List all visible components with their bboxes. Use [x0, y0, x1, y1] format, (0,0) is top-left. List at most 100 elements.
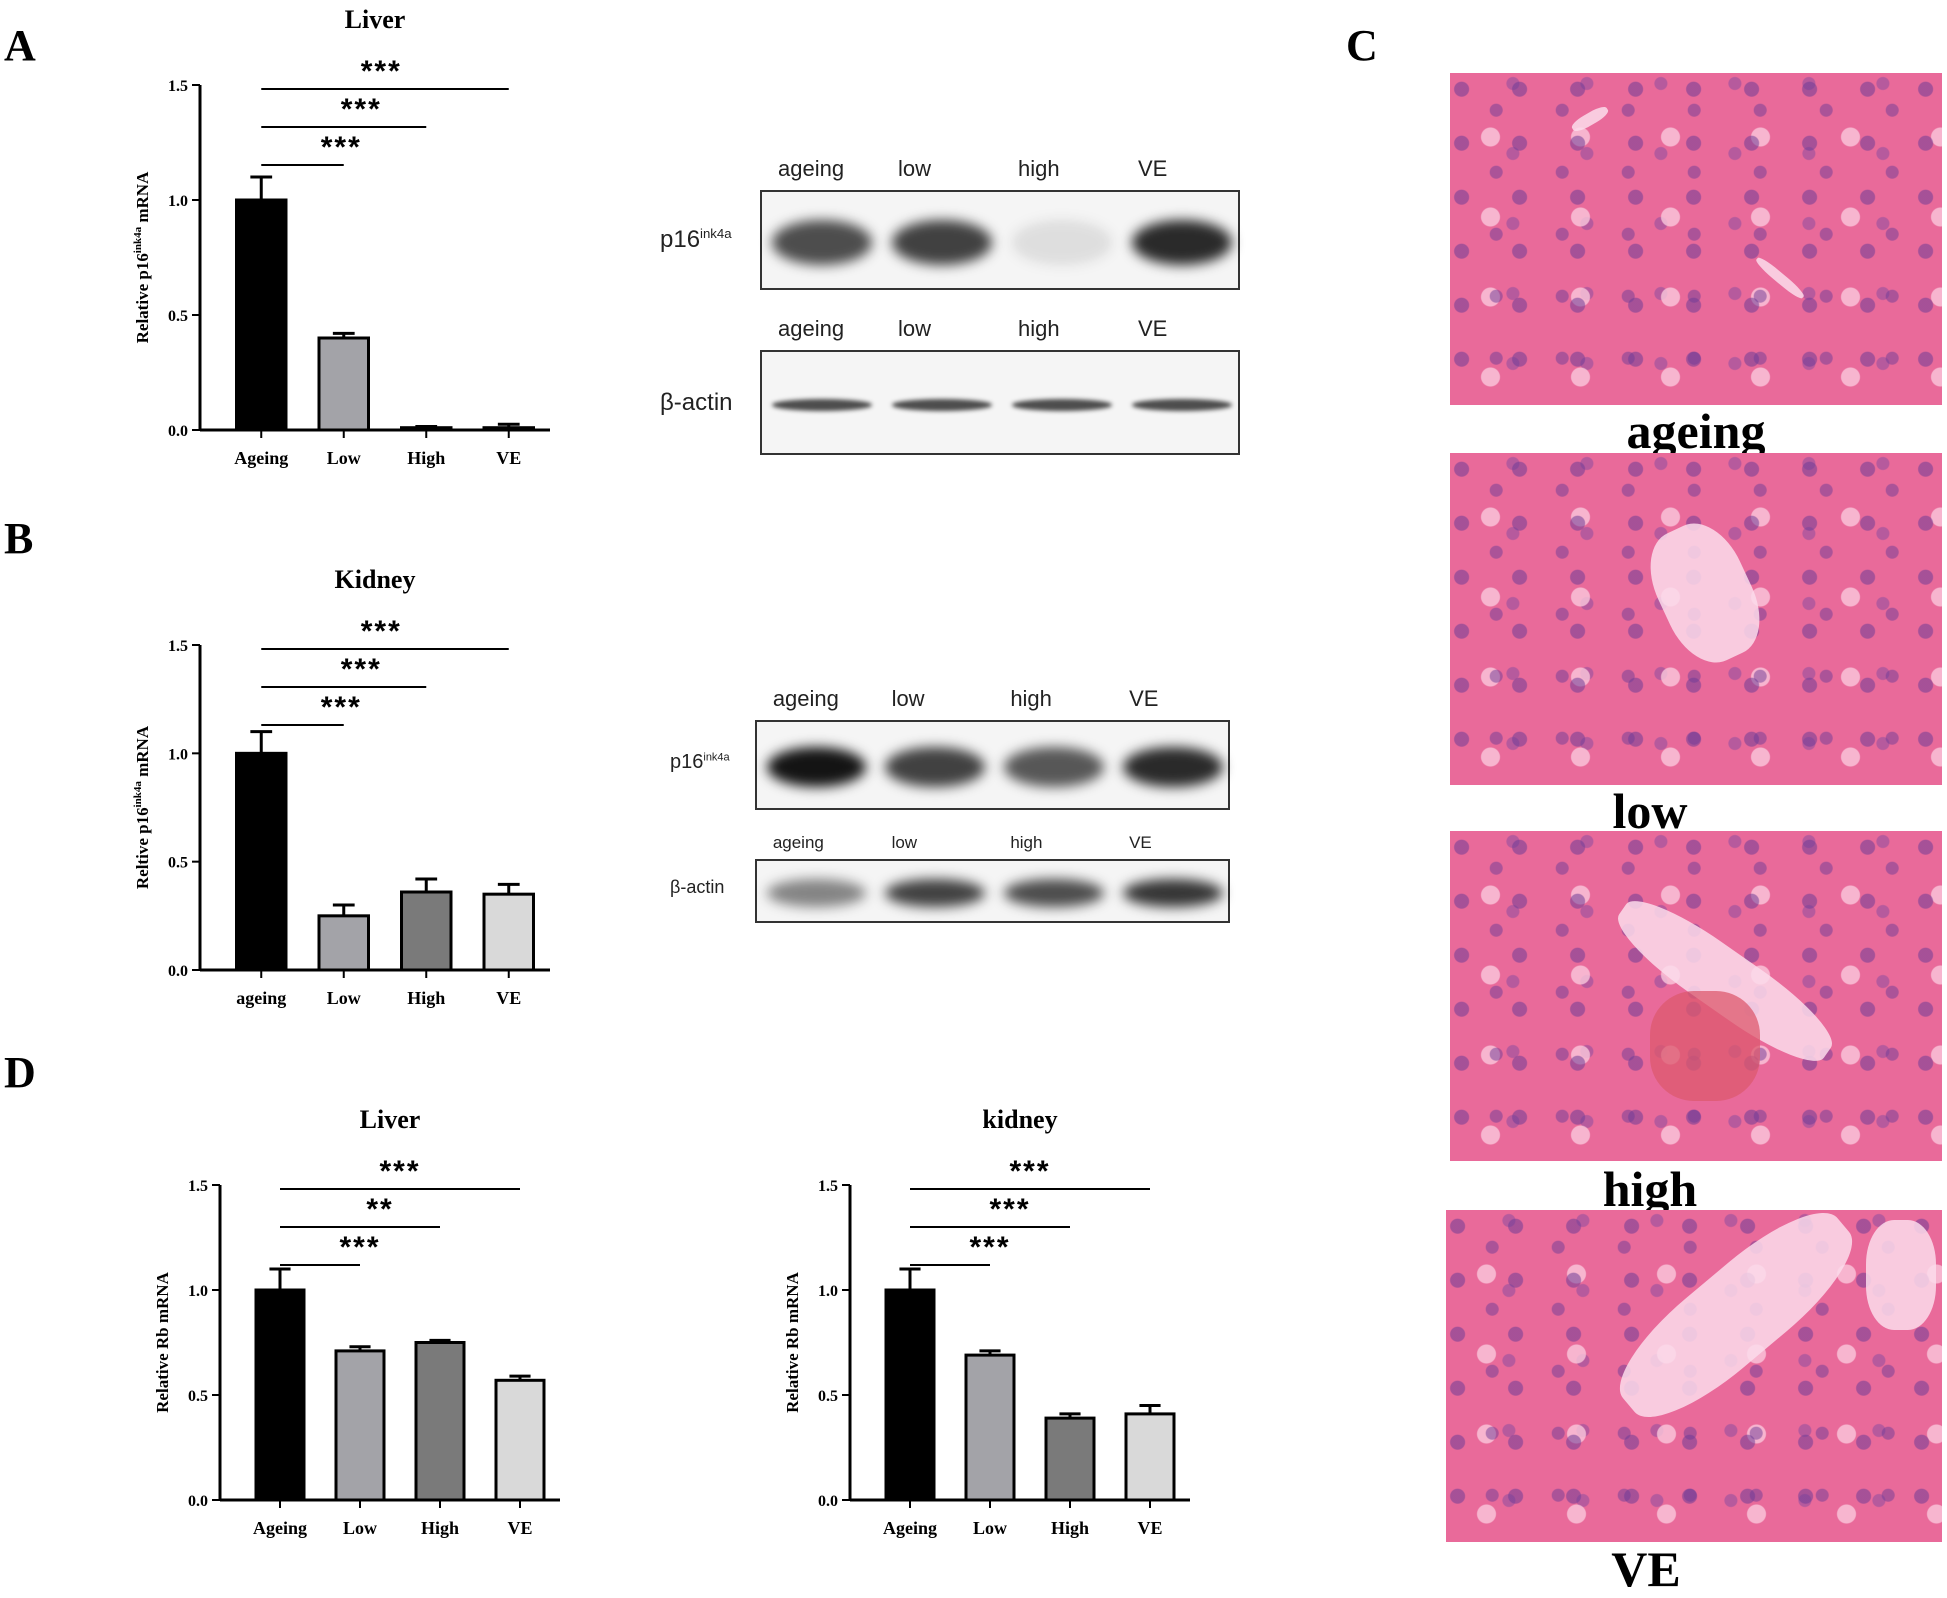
y-tick-label: 0.5 — [168, 308, 188, 325]
y-axis-label-sup: ink4a — [132, 226, 144, 253]
x-tick-label: Low — [343, 1518, 377, 1538]
y-axis-label-main: Reltive p16 — [133, 807, 152, 889]
y-axis-label: Relative Rb mRNA — [153, 1271, 172, 1412]
x-tick-label: Low — [973, 1518, 1007, 1538]
y-axis-label-main: Relative Rb mRNA — [783, 1271, 802, 1412]
bar-ve — [482, 892, 535, 972]
y-axis-label-main: Relative p16 — [133, 253, 152, 343]
blot-row-label-text: β-actin — [670, 877, 725, 897]
band-high — [1011, 398, 1113, 411]
bar-low — [334, 1349, 386, 1502]
y-tick-label: 0.0 — [168, 423, 188, 440]
band-ve — [1122, 746, 1223, 788]
blot-b-actin: ageing low high VE β-actin — [670, 833, 1230, 923]
y-tick-label: 1.5 — [818, 1178, 838, 1195]
y-tick-label: 1.0 — [818, 1283, 838, 1300]
band-low — [885, 878, 985, 908]
blot-membrane — [755, 859, 1230, 923]
x-tick-label: VE — [496, 448, 521, 468]
y-axis-label: Relative Rb mRNA — [783, 1271, 802, 1412]
lane-label-ve: VE — [1129, 833, 1152, 852]
lane-label-high: high — [1018, 316, 1060, 341]
chart-d-kidney-rb: kidney 0.0 0.5 1.0 1.5 Relative Rb mRNA Ageing… — [740, 1100, 1210, 1570]
chart-svg: Liver 0.0 0.5 1.0 1.5 Relative Rb mRNA Ageing L… — [153, 1105, 560, 1538]
band-ve — [1131, 219, 1233, 265]
blot-membrane — [755, 720, 1230, 810]
blot-a-p16: ageing low high VE p16ink4a — [660, 150, 1240, 290]
significance-marker: *** — [339, 1231, 380, 1264]
bar-low — [317, 914, 370, 972]
y-tick-label: 0.0 — [168, 963, 188, 980]
lane-label-low: low — [891, 686, 925, 711]
y-tick-label: 0.0 — [188, 1493, 208, 1510]
lane-label-low: low — [898, 156, 932, 181]
lane-label-high: high — [1010, 833, 1043, 852]
bar-high — [414, 1341, 466, 1502]
y-axis-label-tail: mRNA — [133, 725, 152, 781]
chart-svg: Kidney 0.0 0.5 1.0 1.5 Reltive p16ink4a mRNA a… — [132, 565, 550, 1008]
y-axis-label-sup: ink4a — [132, 781, 144, 808]
bar-high — [400, 890, 453, 972]
bar-ageing — [884, 1288, 936, 1502]
x-tick-label: Low — [327, 988, 361, 1008]
x-tick-label: VE — [507, 1518, 532, 1538]
chart-svg: Liver 0.0 0.5 1.0 1.5 Relative p16ink4a mRNA A… — [132, 5, 550, 468]
bar-high — [1044, 1416, 1096, 1502]
histology-label-ageing: ageing — [1626, 403, 1766, 459]
histology-label-ve: VE — [1611, 1541, 1681, 1597]
chart-d-liver-rb: Liver 0.0 0.5 1.0 1.5 Relative Rb mRNA Ageing L… — [110, 1100, 580, 1570]
blot-row-label: β-actin — [660, 389, 733, 417]
band-low — [891, 398, 993, 411]
significance-marker: ** — [366, 1193, 393, 1226]
significance-marker: *** — [379, 1155, 420, 1188]
lane-label-ageing: ageing — [778, 316, 845, 341]
band-ve — [1122, 878, 1223, 908]
y-tick-label: 1.5 — [188, 1178, 208, 1195]
bar-low — [964, 1353, 1016, 1502]
y-tick-label: 1.5 — [168, 638, 188, 655]
blot-row-label-sup: ink4a — [703, 751, 730, 764]
bar-ageing — [235, 198, 288, 432]
significance-marker: *** — [989, 1193, 1030, 1226]
band-high — [1004, 878, 1104, 908]
chart-title: kidney — [982, 1105, 1057, 1134]
lane-label-ageing: ageing — [778, 156, 845, 181]
x-tick-label: Ageing — [253, 1518, 307, 1538]
chart-title: Liver — [360, 1105, 421, 1134]
x-tick-label: High — [1051, 1518, 1089, 1538]
x-tick-label: ageing — [236, 988, 286, 1008]
blot-row-label: p16ink4a — [660, 226, 732, 254]
bar-high — [400, 426, 453, 432]
lane-label-high: high — [1010, 686, 1052, 711]
chart-title: Kidney — [335, 565, 416, 594]
significance-marker: *** — [1009, 1155, 1050, 1188]
lane-label-ve: VE — [1138, 156, 1168, 181]
band-low — [885, 746, 985, 788]
blot-row-label-text: p16 — [670, 751, 704, 773]
lane-label-low: low — [898, 316, 932, 341]
panel-letter-c: C — [1346, 21, 1378, 70]
blot-row-label-sup: ink4a — [700, 226, 732, 241]
y-tick-label: 0.5 — [818, 1388, 838, 1405]
y-axis-label: Reltive p16ink4a mRNA — [132, 725, 152, 889]
y-axis-label: Relative p16ink4a mRNA — [132, 171, 152, 343]
significance-marker: *** — [341, 653, 382, 686]
chart-a-liver-p16: Liver 0.0 0.5 1.0 1.5 Relative p16ink4a mRNA A… — [90, 0, 570, 500]
band-ageing — [766, 746, 867, 788]
band-ageing — [771, 219, 873, 265]
x-tick-label: VE — [1137, 1518, 1162, 1538]
x-tick-label: VE — [496, 988, 521, 1008]
lane-label-high: high — [1018, 156, 1060, 181]
y-axis-label-main: Relative Rb mRNA — [153, 1271, 172, 1412]
band-high — [1004, 746, 1104, 788]
band-high — [1011, 219, 1113, 265]
band-ve — [1131, 398, 1233, 411]
histology-label-high: high — [1602, 1161, 1698, 1217]
significance-marker: *** — [361, 55, 402, 88]
blot-row-label-text: β-actin — [660, 388, 733, 416]
x-tick-label: High — [407, 448, 445, 468]
bar-ve — [1124, 1412, 1176, 1502]
histology-image-low — [1450, 453, 1942, 785]
x-tick-label: High — [421, 1518, 459, 1538]
y-tick-label: 0.5 — [168, 855, 188, 872]
